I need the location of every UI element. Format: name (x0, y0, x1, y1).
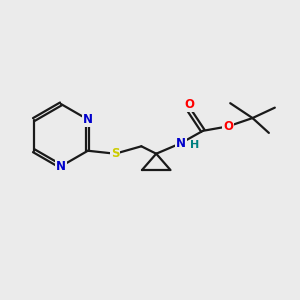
Text: O: O (223, 120, 233, 133)
Text: O: O (184, 98, 194, 111)
Text: N: N (176, 137, 186, 150)
Text: S: S (111, 147, 119, 160)
Text: N: N (83, 113, 93, 126)
Text: H: H (190, 140, 199, 150)
Text: N: N (56, 160, 66, 173)
